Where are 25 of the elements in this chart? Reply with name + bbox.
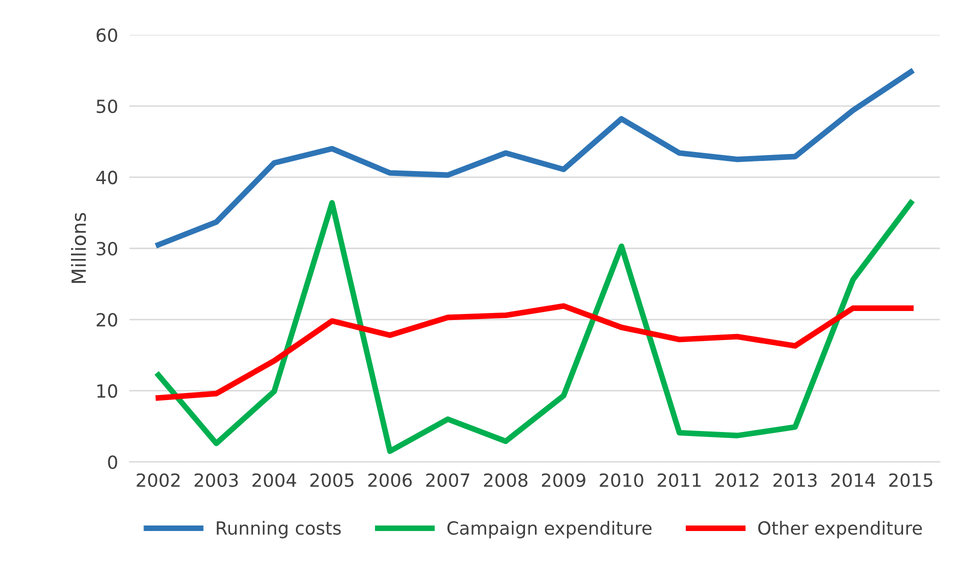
legend-label: Running costs (216, 520, 341, 538)
x-tick-label: 2002 (136, 473, 180, 487)
legend-label: Other expenditure (758, 520, 922, 538)
x-tick-label: 2008 (484, 473, 528, 487)
legend-label: Campaign expenditure (447, 520, 652, 538)
y-tick-label: 30 (96, 242, 118, 256)
y-tick-label: 50 (96, 99, 118, 114)
y-tick-label: 40 (96, 170, 118, 184)
x-tick-label: 2014 (831, 473, 875, 487)
y-tick-label: 10 (97, 384, 118, 398)
x-tick-label: 2004 (252, 473, 296, 487)
y-tick-label: 0 (108, 455, 118, 470)
x-tick-label: 2009 (542, 473, 586, 487)
x-tick-label: 2003 (194, 473, 238, 487)
x-tick-label: 2011 (658, 473, 701, 487)
y-axis-title: Millions (71, 212, 86, 283)
x-tick-label: 2006 (368, 473, 412, 487)
x-tick-label: 2010 (600, 473, 644, 487)
x-tick-label: 2013 (773, 473, 817, 487)
x-tick-label: 2007 (426, 473, 470, 487)
y-tick-label: 60 (96, 28, 118, 42)
x-tick-label: 2005 (310, 473, 354, 487)
x-tick-label: 2012 (716, 473, 758, 487)
x-tick-label: 2015 (889, 473, 932, 487)
y-tick-label: 20 (96, 313, 118, 327)
